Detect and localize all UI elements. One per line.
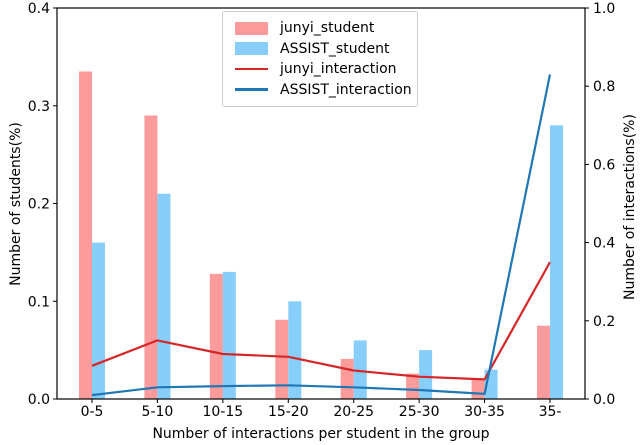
x-tick-label-30-35: 30-35 bbox=[464, 404, 505, 420]
y-left-tick-label-0.3: 0.3 bbox=[28, 99, 50, 115]
x-axis-title: Number of interactions per student in th… bbox=[152, 426, 489, 442]
bar-junyi_student-5-10 bbox=[144, 115, 158, 399]
y-right-tick-label-1.0: 1.0 bbox=[593, 1, 615, 17]
junyi-student-bar-swatch bbox=[235, 21, 268, 35]
bar-ASSIST_student-0-5 bbox=[92, 242, 105, 399]
bar-ASSIST_student-20-25 bbox=[353, 340, 367, 399]
legend: junyi_student ASSIST_student junyi_inter… bbox=[222, 11, 418, 107]
legend-label-junyi-student: junyi_student bbox=[280, 20, 375, 37]
plot-area: 0-5 5-10 10-15 15-20 20-25 25-30 30-35 35- 0.0 0.… bbox=[28, 1, 616, 420]
assist-interaction-line-swatch bbox=[235, 88, 268, 91]
legend-item-assist-interaction: ASSIST_interaction bbox=[235, 81, 412, 98]
x-tick-label-20-25: 20-25 bbox=[333, 404, 374, 420]
x-tick-label-35-: 35- bbox=[539, 404, 562, 420]
x-tick-label-10-15: 10-15 bbox=[203, 404, 244, 420]
bar-ASSIST_student-5-10 bbox=[157, 193, 171, 399]
legend-item-assist-student: ASSIST_student bbox=[235, 42, 409, 56]
line-junyi_interaction bbox=[91, 261, 551, 381]
y-left-tick-label-0.4: 0.4 bbox=[28, 1, 50, 17]
x-tick-label-15-20: 15-20 bbox=[268, 404, 309, 420]
bar-junyi_student-35- bbox=[537, 325, 550, 399]
bar-junyi_student-30-35 bbox=[471, 378, 485, 399]
legend-label-junyi-interaction: junyi_interaction bbox=[280, 61, 397, 78]
y-left-tick-label-0.2: 0.2 bbox=[28, 197, 50, 213]
bar-junyi_student-10-15 bbox=[209, 273, 223, 399]
bar-ASSIST_student-15-20 bbox=[288, 301, 302, 400]
bar-ASSIST_student-25-30 bbox=[419, 350, 433, 399]
y-left-tick-label-0.0: 0.0 bbox=[28, 392, 50, 408]
line-ASSIST_interaction bbox=[91, 74, 552, 397]
x-tick-label-25-30: 25-30 bbox=[399, 404, 440, 420]
y-right-tick-label-0.6: 0.6 bbox=[593, 157, 615, 173]
junyi-interaction-line-swatch bbox=[235, 67, 268, 71]
legend-label-assist-interaction: ASSIST_interaction bbox=[280, 81, 412, 98]
x-tick-label-0-5: 0-5 bbox=[81, 404, 104, 420]
bar-junyi_student-15-20 bbox=[275, 319, 289, 399]
y-left-tick-label-0.1: 0.1 bbox=[28, 294, 50, 310]
y-right-tick-label-0.4: 0.4 bbox=[593, 236, 615, 252]
bar-junyi_student-25-30 bbox=[406, 373, 420, 399]
assist-student-bar-swatch bbox=[235, 42, 268, 56]
y-axis-title-right: Number of interactions(%) bbox=[622, 114, 638, 300]
x-tick-label-5-10: 5-10 bbox=[142, 404, 174, 420]
y-right-tick-label-0.8: 0.8 bbox=[593, 79, 615, 95]
y-axis-title-left: Number of students(%) bbox=[8, 122, 24, 286]
bar-junyi_student-0-5 bbox=[79, 71, 92, 399]
bar-junyi_student-20-25 bbox=[340, 358, 354, 399]
bar-ASSIST_student-35- bbox=[550, 125, 563, 400]
legend-label-assist-student: ASSIST_student bbox=[280, 40, 390, 57]
y-right-tick-label-0.2: 0.2 bbox=[593, 314, 615, 330]
bar-ASSIST_student-10-15 bbox=[222, 271, 236, 399]
legend-item-junyi-interaction: junyi_interaction bbox=[235, 62, 409, 76]
legend-item-junyi-student: junyi_student bbox=[235, 21, 409, 35]
y-right-tick-label-0.0: 0.0 bbox=[593, 392, 615, 408]
